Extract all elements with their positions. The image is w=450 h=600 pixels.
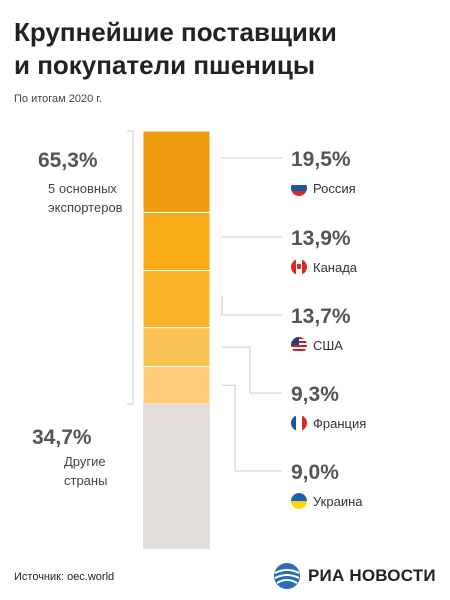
country-usa: 13,7% США — [291, 305, 441, 353]
top5-total-value: 65,3% — [38, 149, 98, 172]
russia-flag-icon — [291, 180, 307, 196]
title-line-1: Крупнейшие поставщики — [14, 17, 337, 47]
country-russia: 19,5% Россия — [291, 148, 441, 196]
ria-globe-icon — [274, 563, 300, 589]
ukraine-value: 9,0% — [291, 461, 339, 484]
title-line-2: и покупатели пшеницы — [14, 50, 316, 80]
connector-ukraine — [222, 384, 282, 472]
france-name: Франция — [313, 415, 367, 431]
canada-flag-icon — [291, 259, 307, 275]
canada-name: Канада — [313, 259, 358, 275]
top5-label-line-1: 5 основных — [48, 181, 117, 196]
ukraine-name: Украина — [313, 493, 363, 509]
bar-segment-canada — [142, 211, 211, 271]
others-value: 34,7% — [32, 426, 92, 449]
bar-segment-france — [142, 327, 211, 368]
others-label: Другие страны — [64, 452, 107, 490]
logo-text: РИА НОВОСТИ — [308, 566, 436, 585]
top5-label: 5 основных экспортеров — [48, 179, 123, 217]
bar-segment-russia — [142, 130, 211, 213]
country-ukraine: 9,0% Украина — [291, 461, 441, 509]
top5-bracket — [127, 130, 134, 405]
connector-france — [222, 346, 282, 394]
russia-name: Россия — [313, 180, 356, 196]
usa-flag-icon — [291, 337, 307, 353]
others-label-line-2: страны — [64, 473, 108, 488]
bar-segment-usa — [142, 269, 211, 329]
canada-value: 13,9% — [291, 227, 351, 250]
france-value: 9,3% — [291, 383, 339, 406]
ukraine-flag-icon — [291, 493, 307, 509]
bar-segment-others — [143, 404, 210, 549]
others-label-line-1: Другие — [64, 454, 106, 469]
ria-novosti-logo: РИА НОВОСТИ — [272, 561, 436, 591]
source-note: Источник: oec.world — [14, 571, 115, 583]
france-flag-icon — [291, 415, 307, 431]
country-france: 9,3% Франция — [291, 383, 441, 431]
chart-title: Крупнейшие поставщики и покупатели пшени… — [14, 16, 434, 82]
subtitle: По итогам 2020 г. — [14, 93, 103, 105]
country-canada: 13,9% Канада — [291, 227, 441, 275]
usa-value: 13,7% — [291, 305, 351, 328]
top5-label-line-2: экспортеров — [48, 200, 123, 215]
connector-usa — [221, 295, 282, 316]
russia-value: 19,5% — [291, 148, 351, 171]
usa-name: США — [313, 337, 343, 353]
bar-segment-ukraine — [142, 366, 211, 405]
